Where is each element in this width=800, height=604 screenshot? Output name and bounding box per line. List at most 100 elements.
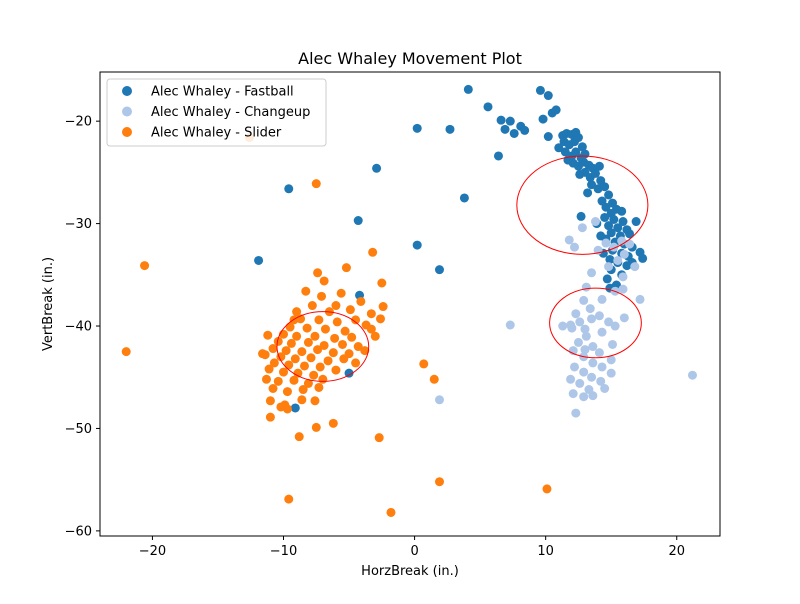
slider-point	[419, 359, 429, 369]
x-tick-label: −20	[139, 544, 166, 559]
y-tick-label: −60	[65, 524, 92, 539]
changeup-point	[587, 268, 597, 278]
slider-point	[284, 494, 294, 504]
slider-point	[310, 331, 320, 341]
changeup-point	[558, 321, 568, 331]
slider-point	[121, 347, 131, 357]
slider-point	[290, 354, 300, 364]
fastball-point	[353, 216, 363, 226]
fastball-point	[617, 206, 627, 216]
slider-point	[377, 278, 387, 288]
fastball-point	[372, 163, 382, 173]
changeup-point	[587, 372, 597, 382]
slider-point	[311, 422, 321, 432]
changeup-point	[579, 367, 589, 377]
slider-point	[337, 339, 347, 349]
changeup-point	[568, 389, 578, 399]
slider-point	[269, 358, 279, 368]
slider-point	[292, 331, 302, 341]
fastball-point	[254, 255, 264, 265]
slider-point	[331, 301, 341, 311]
slider-point	[286, 338, 296, 348]
slider-point	[292, 307, 302, 317]
slider-point	[370, 331, 380, 341]
fastball-point	[412, 123, 422, 133]
changeup-point	[590, 217, 600, 227]
slider-point	[279, 367, 289, 377]
slider-point	[263, 330, 273, 340]
slider-point	[299, 361, 309, 371]
slider-point	[301, 286, 311, 296]
slider-point	[378, 302, 388, 312]
slider-point	[313, 345, 323, 355]
slider-point	[356, 296, 366, 306]
fastball-point	[535, 85, 545, 95]
fastball-point	[290, 403, 300, 413]
x-tick-label: 10	[537, 544, 554, 559]
slider-point	[284, 360, 294, 370]
slider-point	[309, 370, 319, 380]
changeup-point	[579, 295, 589, 305]
changeup-point	[594, 348, 604, 358]
fastball-point	[631, 217, 641, 227]
fastball-point	[538, 114, 548, 124]
legend-box	[106, 78, 327, 147]
slider-point	[360, 346, 370, 356]
legend-label-slider: Alec Whaley - Slider	[151, 126, 282, 141]
fastball-point	[459, 193, 469, 203]
changeup-point	[570, 362, 580, 372]
changeup-point	[567, 323, 577, 333]
fastball-point	[412, 240, 422, 250]
changeup-point	[573, 337, 583, 347]
fastball-point	[284, 184, 294, 194]
fastball-point	[577, 142, 587, 152]
fastball-point	[505, 116, 515, 126]
fastball-point	[594, 161, 604, 171]
series-fastball	[254, 84, 648, 413]
slider-point	[285, 322, 295, 332]
chart-title: Alec Whaley Movement Plot	[298, 49, 522, 68]
fastball-point	[613, 223, 623, 233]
fastball-point	[605, 254, 615, 264]
highlight-ellipse	[549, 287, 642, 359]
slider-point	[268, 384, 278, 394]
changeup-point	[505, 320, 515, 330]
slider-point	[311, 179, 321, 189]
slider-point	[332, 317, 342, 327]
changeup-point	[600, 384, 610, 394]
x-axis-ticks: −20 −10 0 10 20	[139, 536, 685, 559]
slider-point	[328, 418, 338, 428]
slider-point	[319, 276, 329, 286]
legend-label-fastball: Alec Whaley - Fastball	[151, 85, 294, 100]
legend: Alec Whaley - Fastball Alec Whaley - Cha…	[106, 78, 327, 147]
changeup-point	[630, 262, 640, 272]
slider-point	[297, 395, 307, 405]
changeup-point	[571, 309, 581, 319]
slider-point	[314, 315, 324, 325]
slider-point	[297, 347, 307, 357]
slider-point	[542, 484, 552, 494]
y-tick-label: −50	[65, 422, 92, 437]
changeup-point	[635, 294, 645, 304]
slider-point	[273, 376, 283, 386]
changeup-point	[604, 317, 614, 327]
y-axis-ticks: −20 −30 −40 −50 −60	[65, 115, 100, 539]
fastball-point	[590, 168, 600, 178]
slider-point	[289, 375, 299, 385]
changeup-point	[580, 324, 590, 334]
slider-point	[429, 374, 439, 384]
fastball-point	[602, 274, 612, 284]
slider-point	[293, 368, 303, 378]
y-axis-label: VertBreak (in.)	[41, 257, 56, 351]
highlight-circles	[276, 155, 649, 382]
changeup-point	[585, 304, 595, 314]
fastball-point	[551, 105, 561, 115]
slider-point	[298, 385, 308, 395]
slider-point	[315, 362, 325, 372]
slider-point	[339, 354, 349, 364]
slider-point	[323, 356, 333, 366]
highlight-ellipse	[516, 155, 649, 255]
slider-point	[282, 387, 292, 397]
